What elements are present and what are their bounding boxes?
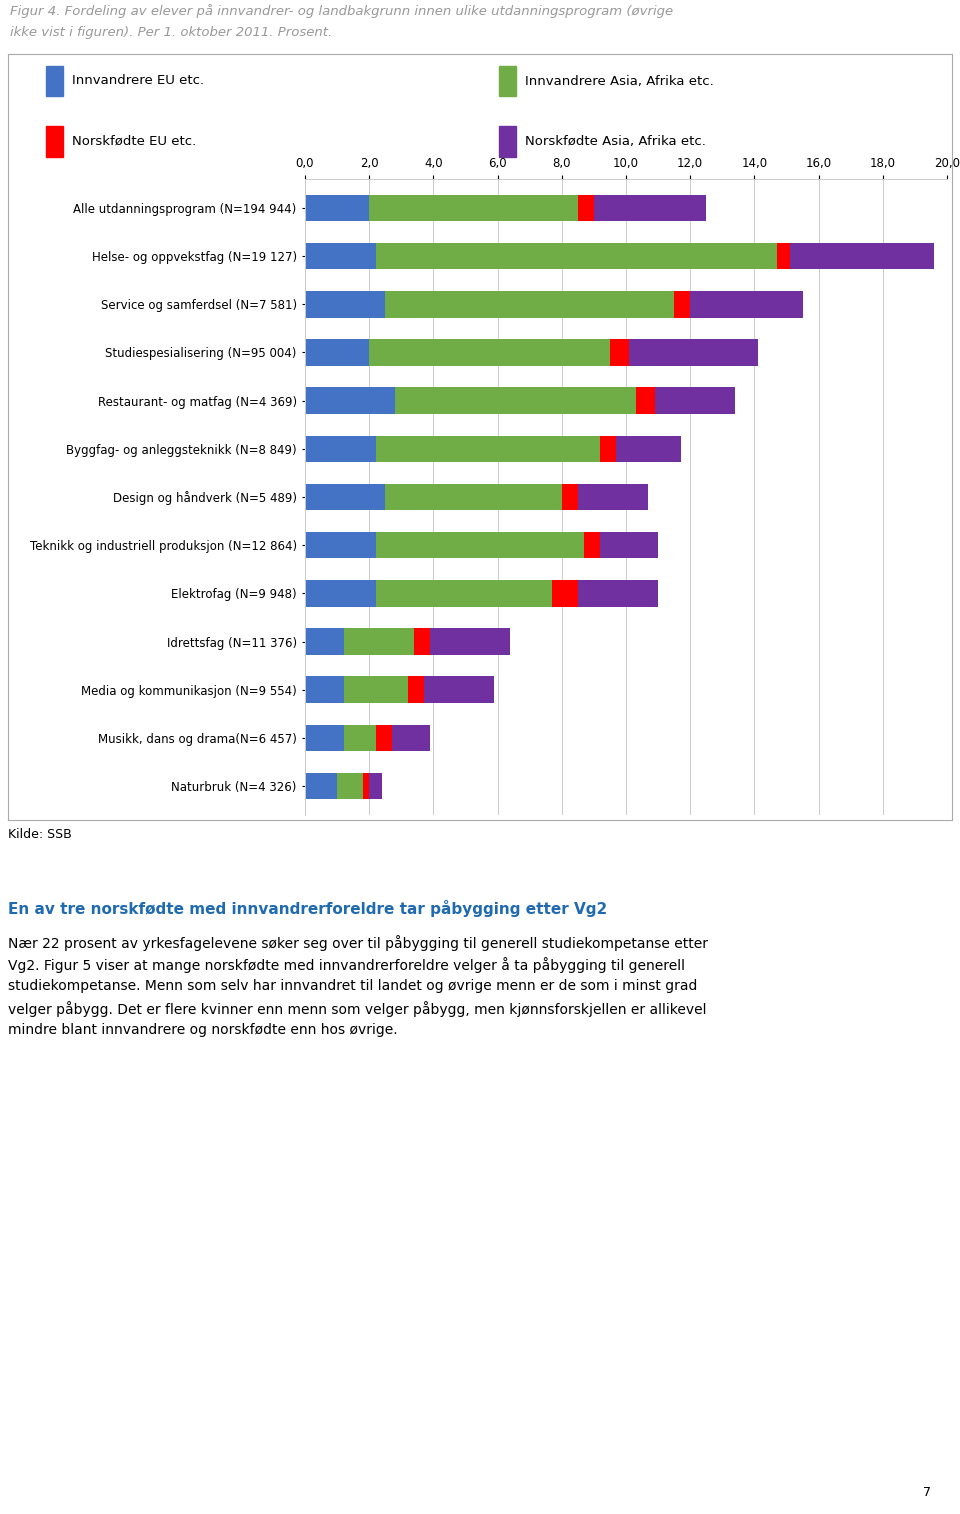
Bar	[385, 291, 674, 318]
Bar	[562, 484, 578, 510]
Text: Figur 4. Fordeling av elever på innvandrer- og landbakgrunn innen ulike utdannin: Figur 4. Fordeling av elever på innvandr…	[10, 5, 673, 18]
Text: mindre blant innvandrere og norskfødte enn hos øvrige.: mindre blant innvandrere og norskfødte e…	[8, 1023, 397, 1037]
Bar	[392, 725, 430, 751]
Text: Vg2. Figur 5 viser at mange norskfødte med innvandrerforeldre velger å ta påbygg: Vg2. Figur 5 viser at mange norskfødte m…	[8, 957, 685, 974]
Bar	[578, 195, 594, 221]
Bar	[305, 242, 375, 269]
Bar	[370, 195, 578, 221]
Bar	[616, 436, 681, 462]
Bar	[305, 339, 370, 366]
Bar	[690, 291, 803, 318]
Bar	[385, 484, 562, 510]
Bar	[375, 242, 777, 269]
Bar	[674, 291, 690, 318]
Bar	[414, 628, 430, 654]
Bar	[46, 65, 62, 97]
Text: 7: 7	[924, 1485, 931, 1499]
Bar	[370, 339, 610, 366]
Bar	[344, 628, 414, 654]
Bar	[344, 725, 375, 751]
Text: Norskfødte EU etc.: Norskfødte EU etc.	[72, 135, 197, 148]
Text: studiekompetanse. Menn som selv har innvandret til landet og øvrige menn er de s: studiekompetanse. Menn som selv har innv…	[8, 980, 697, 993]
Text: Innvandrere EU etc.: Innvandrere EU etc.	[72, 74, 204, 88]
Bar	[552, 580, 578, 607]
Bar	[46, 126, 62, 157]
Text: ikke vist i figuren). Per 1. oktober 2011. Prosent.: ikke vist i figuren). Per 1. oktober 201…	[10, 26, 332, 39]
Bar	[578, 580, 659, 607]
Bar	[499, 126, 516, 157]
Bar	[777, 242, 790, 269]
Bar	[305, 291, 385, 318]
Bar	[305, 677, 344, 702]
Bar	[305, 388, 395, 413]
Bar	[305, 772, 337, 799]
Bar	[337, 772, 363, 799]
Bar	[375, 531, 585, 559]
Bar	[305, 531, 375, 559]
Bar	[423, 677, 494, 702]
Bar	[305, 195, 370, 221]
Text: En av tre norskfødte med innvandrerforeldre tar påbygging etter Vg2: En av tre norskfødte med innvandrerforel…	[8, 899, 608, 917]
Bar	[594, 195, 707, 221]
Bar	[363, 772, 370, 799]
Bar	[629, 339, 757, 366]
Bar	[600, 436, 616, 462]
Bar	[375, 725, 392, 751]
Bar	[395, 388, 636, 413]
Bar	[305, 628, 344, 654]
Text: Kilde: SSB: Kilde: SSB	[8, 828, 72, 840]
Bar	[305, 484, 385, 510]
Bar	[430, 628, 511, 654]
Text: Nær 22 prosent av yrkesfagelevene søker seg over til påbygging til generell stud: Nær 22 prosent av yrkesfagelevene søker …	[8, 936, 708, 951]
Bar	[408, 677, 423, 702]
Bar	[370, 772, 382, 799]
Bar	[600, 531, 659, 559]
Bar	[305, 436, 375, 462]
Bar	[636, 388, 655, 413]
Bar	[585, 531, 600, 559]
Bar	[305, 725, 344, 751]
Bar	[375, 580, 552, 607]
Text: Innvandrere Asia, Afrika etc.: Innvandrere Asia, Afrika etc.	[525, 74, 714, 88]
Text: Norskfødte Asia, Afrika etc.: Norskfødte Asia, Afrika etc.	[525, 135, 707, 148]
Text: velger påbygg. Det er flere kvinner enn menn som velger påbygg, men kjønnsforskj: velger påbygg. Det er flere kvinner enn …	[8, 1001, 707, 1017]
Bar	[610, 339, 629, 366]
Bar	[499, 65, 516, 97]
Bar	[375, 436, 600, 462]
Bar	[305, 580, 375, 607]
Bar	[344, 677, 408, 702]
Bar	[578, 484, 648, 510]
Bar	[790, 242, 934, 269]
Bar	[655, 388, 735, 413]
